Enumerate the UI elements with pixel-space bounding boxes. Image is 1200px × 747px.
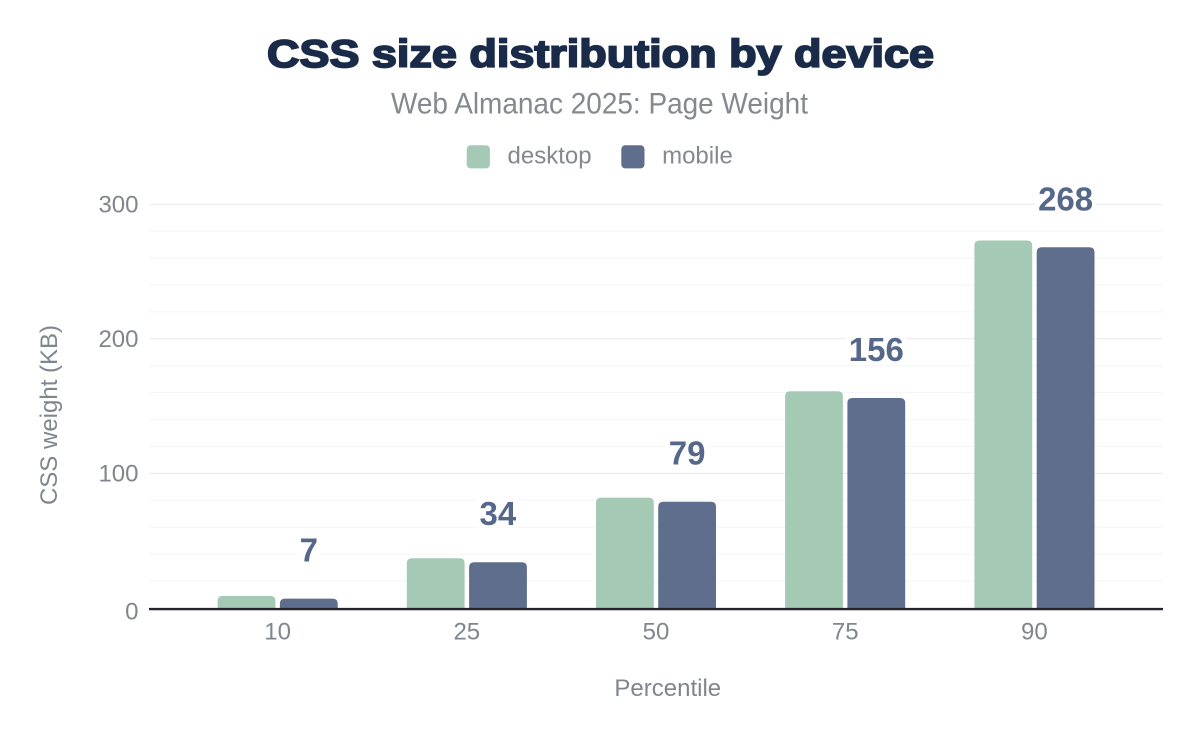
- svg-text:50: 50: [643, 619, 670, 646]
- svg-text:34: 34: [480, 495, 517, 532]
- svg-text:75: 75: [832, 619, 859, 646]
- svg-text:CSS weight (KB): CSS weight (KB): [36, 325, 63, 505]
- svg-text:200: 200: [98, 326, 138, 353]
- svg-text:90: 90: [1021, 619, 1048, 646]
- svg-text:10: 10: [264, 619, 291, 646]
- svg-text:300: 300: [98, 192, 138, 219]
- svg-text:Web Almanac 2025: Page Weight: Web Almanac 2025: Page Weight: [391, 88, 809, 121]
- svg-text:CSS size distribution by devic: CSS size distribution by device: [267, 33, 934, 76]
- svg-text:268: 268: [1038, 180, 1093, 217]
- svg-text:desktop: desktop: [508, 143, 592, 170]
- svg-text:79: 79: [669, 435, 706, 472]
- svg-text:156: 156: [849, 331, 904, 368]
- svg-text:mobile: mobile: [662, 143, 733, 170]
- svg-text:Percentile: Percentile: [614, 675, 721, 702]
- svg-text:0: 0: [125, 598, 138, 625]
- svg-text:100: 100: [98, 461, 138, 488]
- svg-text:7: 7: [300, 532, 318, 569]
- svg-text:25: 25: [453, 619, 480, 646]
